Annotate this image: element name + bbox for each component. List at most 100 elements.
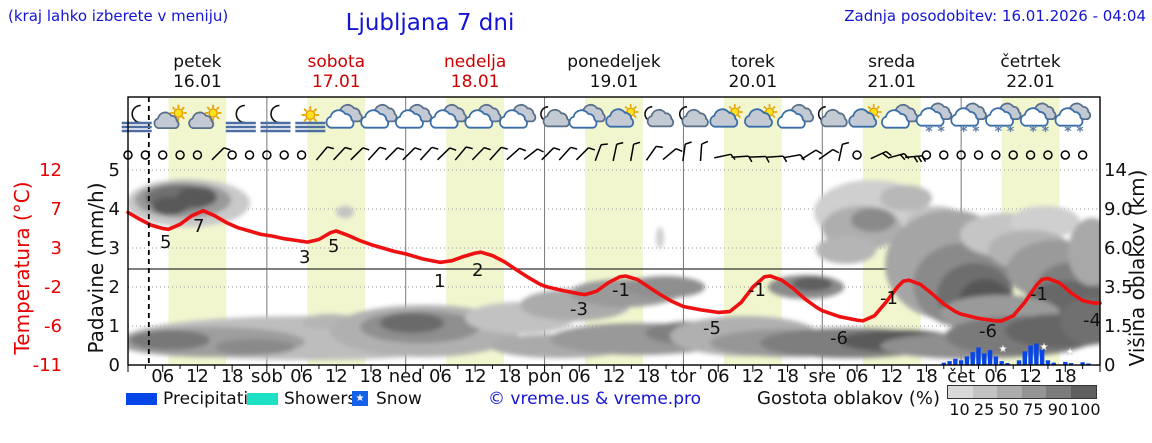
wind-barb-tick xyxy=(414,147,422,151)
wind-barb-tick xyxy=(397,147,405,151)
sun-disc xyxy=(305,109,316,121)
hour-label: 06 xyxy=(290,366,313,387)
snow-star-marker: ★ xyxy=(1040,342,1049,353)
precipitation-bar xyxy=(1045,360,1051,365)
hour-label: 12 xyxy=(603,366,626,387)
cloud-icon xyxy=(605,108,635,128)
weather-icon-cloudy xyxy=(325,103,363,129)
wind-barb-icon xyxy=(350,147,370,161)
wind-calm-icon xyxy=(921,150,932,160)
temperature-value-label: 5 xyxy=(160,232,171,253)
cloud-blob xyxy=(1060,297,1100,345)
wind-barb-icon xyxy=(333,146,352,161)
wind-barb-tick xyxy=(899,154,906,161)
precipitation-tick-label: 5 xyxy=(109,160,120,181)
hour-label: 06 xyxy=(151,366,174,387)
wind-barb-icon xyxy=(783,154,805,161)
cloud-icon xyxy=(848,108,878,128)
temperature-value-label: 7 xyxy=(193,216,204,237)
sun-ray xyxy=(876,105,880,110)
wind-barb-staff xyxy=(523,148,538,161)
temperature-value-label: 5 xyxy=(328,236,339,257)
wind-barb-staff xyxy=(783,154,801,159)
snow-markers: ★ ★ ★ xyxy=(998,342,1075,358)
wind-calm-icon xyxy=(1025,150,1036,160)
cloud-blob xyxy=(380,313,444,333)
snowfall-icon: * * xyxy=(960,124,980,140)
weather-icon-cloudy xyxy=(360,103,398,129)
wind-barb-tick xyxy=(519,147,527,152)
precipitation-bar xyxy=(976,347,981,365)
precipitation-bar xyxy=(1086,363,1091,365)
sun-ray xyxy=(624,105,628,110)
precipitation-bars xyxy=(941,343,1091,365)
moon-icon xyxy=(131,104,141,124)
wind-barb-staff xyxy=(714,153,732,159)
wind-barb-tick xyxy=(913,156,919,163)
precipitation-bar xyxy=(1080,362,1085,365)
cloud-height-tick-label: 3.5 xyxy=(1104,277,1133,298)
cloud-icon xyxy=(646,108,675,128)
wind-barb-icon xyxy=(612,141,624,162)
wind-barb-icon xyxy=(506,147,527,161)
wind-barb-icon xyxy=(629,141,641,162)
cloud-blob xyxy=(130,330,210,350)
cloud-blob xyxy=(880,185,932,211)
wind-barb-icon xyxy=(384,147,405,161)
sun-ray xyxy=(313,108,318,112)
day-abbrev-label: sob xyxy=(251,366,283,387)
wind-barb-staff xyxy=(662,148,677,161)
precipitation-tick-label: 0 xyxy=(109,355,120,376)
cloud-icon xyxy=(568,109,598,129)
cloud-icon xyxy=(950,107,980,127)
time-axis-labels: 06 12 18 sob 06 12 18 ned 06 12 18 pon 06 12 18 tor 06 12… xyxy=(151,366,1076,387)
wind-barb-staff xyxy=(905,155,923,159)
cloud-icon xyxy=(776,109,806,129)
wind-calm-icon xyxy=(939,150,949,160)
wind-barb-staff xyxy=(437,147,451,161)
copyright-link[interactable]: © vreme.us & vreme.pro xyxy=(488,389,702,409)
precipitation-bar xyxy=(982,353,987,365)
sun-ray xyxy=(206,106,211,111)
wind-barb-tick xyxy=(656,145,663,149)
weather-icon-sun-cloud xyxy=(744,104,778,128)
sun-ray xyxy=(181,115,185,120)
cloud-icon xyxy=(499,109,528,129)
hour-label: 18 xyxy=(915,366,938,387)
cloud-icon xyxy=(325,109,355,129)
day-abbrev-label: pon xyxy=(528,366,562,387)
hour-label: 18 xyxy=(1054,366,1077,387)
weather-icon-moon-cloud xyxy=(540,105,570,128)
showers-legend-label: Showers xyxy=(284,389,357,409)
wind-barb-staff xyxy=(506,147,521,161)
precipitation-bar xyxy=(941,362,946,365)
precipitation-legend-swatch xyxy=(126,393,157,405)
sun-ray xyxy=(737,114,741,119)
temperature-value-label: -6 xyxy=(979,321,997,342)
wind-calm-icon xyxy=(244,150,255,160)
wind-barb-tick xyxy=(500,146,508,150)
cloud-height-tick-label: 6.0 xyxy=(1104,238,1133,259)
wind-barb-icon xyxy=(645,145,663,161)
wind-calm-icon xyxy=(1008,150,1018,160)
precipitation-tick-label: 3 xyxy=(109,238,120,259)
day-date: 18.01 xyxy=(451,72,500,92)
sun-ray xyxy=(876,114,880,119)
precipitation-bar xyxy=(1034,343,1039,365)
sun-ray xyxy=(737,105,741,110)
moon-icon xyxy=(270,104,280,124)
sun-ray xyxy=(215,106,220,111)
wind-calm-icon xyxy=(956,150,966,160)
snow-star-marker: ★ xyxy=(1066,347,1075,358)
density-segment xyxy=(997,386,1022,398)
temperature-tick-label: -2 xyxy=(44,277,62,298)
temperature-value-label: -1 xyxy=(612,280,630,301)
temperature-tick-label: 12 xyxy=(39,160,62,181)
hour-label: 12 xyxy=(1019,366,1042,387)
wind-barb-icon xyxy=(699,140,709,162)
hour-label: 18 xyxy=(776,366,799,387)
wind-row xyxy=(123,140,1088,163)
day-name: sreda xyxy=(868,52,915,72)
